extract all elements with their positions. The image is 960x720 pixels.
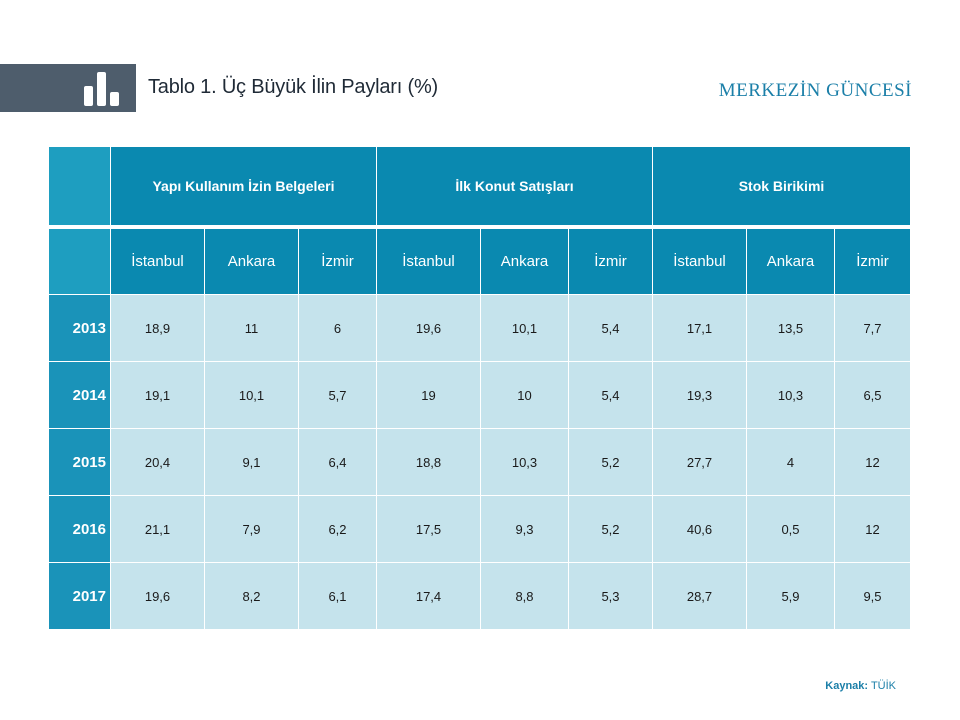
value-cell: 7,7 (834, 294, 911, 362)
value-cell: 8,8 (480, 562, 569, 630)
value-cell: 5,3 (568, 562, 653, 630)
city-header: İzmir (298, 226, 377, 295)
city-header-row: İstanbul Ankara İzmir İstanbul Ankara İz… (48, 226, 911, 295)
table-row: 2015 20,4 9,1 6,4 18,8 10,3 5,2 27,7 4 12 (48, 428, 911, 496)
source-value: TÜİK (870, 680, 896, 692)
value-cell: 12 (834, 428, 911, 496)
value-cell: 9,5 (834, 562, 911, 630)
value-cell: 8,2 (204, 562, 299, 630)
group-header: Stok Birikimi (652, 146, 911, 228)
value-cell: 19 (376, 361, 481, 429)
source-label: Kaynak: (825, 680, 869, 692)
value-cell: 13,5 (746, 294, 835, 362)
value-cell: 18,8 (376, 428, 481, 496)
table-row: 2016 21,1 7,9 6,2 17,5 9,3 5,2 40,6 0,5 12 (48, 495, 911, 563)
value-cell: 5,4 (568, 361, 653, 429)
group-header: İlk Konut Satışları (376, 146, 653, 228)
value-cell: 10,3 (746, 361, 835, 429)
value-cell: 7,9 (204, 495, 299, 563)
value-cell: 4 (746, 428, 835, 496)
value-cell: 10 (480, 361, 569, 429)
group-header-row: Yapı Kullanım İzin Belgeleri İlk Konut S… (48, 146, 911, 228)
value-cell: 5,9 (746, 562, 835, 630)
value-cell: 10,1 (480, 294, 569, 362)
value-cell: 6,4 (298, 428, 377, 496)
value-cell: 28,7 (652, 562, 747, 630)
value-cell: 40,6 (652, 495, 747, 563)
value-cell: 27,7 (652, 428, 747, 496)
value-cell: 5,4 (568, 294, 653, 362)
logo-band (0, 64, 136, 112)
value-cell: 0,5 (746, 495, 835, 563)
year-cell: 2014 (48, 361, 111, 429)
value-cell: 20,4 (110, 428, 205, 496)
value-cell: 5,2 (568, 428, 653, 496)
shares-table: Yapı Kullanım İzin Belgeleri İlk Konut S… (48, 146, 911, 630)
source-note: Kaynak: TÜİK (825, 680, 896, 692)
value-cell: 6,5 (834, 361, 911, 429)
table-row: 2014 19,1 10,1 5,7 19 10 5,4 19,3 10,3 6,5 (48, 361, 911, 429)
city-header: İstanbul (652, 226, 747, 295)
table-row: 2017 19,6 8,2 6,1 17,4 8,8 5,3 28,7 5,9 9,5 (48, 562, 911, 630)
value-cell: 9,1 (204, 428, 299, 496)
value-cell: 5,2 (568, 495, 653, 563)
corner-cell (48, 146, 111, 228)
year-cell: 2015 (48, 428, 111, 496)
city-header: İzmir (568, 226, 653, 295)
value-cell: 21,1 (110, 495, 205, 563)
value-cell: 18,9 (110, 294, 205, 362)
value-cell: 6,1 (298, 562, 377, 630)
value-cell: 9,3 (480, 495, 569, 563)
city-header: Ankara (746, 226, 835, 295)
page-title: Tablo 1. Üç Büyük İlin Payları (%) (148, 76, 438, 99)
year-cell: 2016 (48, 495, 111, 563)
table-title: Üç Büyük İlin Payları (%) (221, 76, 438, 98)
bar-chart-icon (84, 72, 119, 106)
table-body: 2013 18,9 11 6 19,6 10,1 5,4 17,1 13,5 7,7 2014 19,… (48, 294, 911, 630)
value-cell: 19,6 (376, 294, 481, 362)
group-header: Yapı Kullanım İzin Belgeleri (110, 146, 377, 228)
value-cell: 5,7 (298, 361, 377, 429)
value-cell: 6,2 (298, 495, 377, 563)
year-cell: 2017 (48, 562, 111, 630)
value-cell: 17,5 (376, 495, 481, 563)
value-cell: 10,1 (204, 361, 299, 429)
table-row: 2013 18,9 11 6 19,6 10,1 5,4 17,1 13,5 7,7 (48, 294, 911, 362)
value-cell: 17,1 (652, 294, 747, 362)
value-cell: 19,6 (110, 562, 205, 630)
corner-cell (48, 226, 111, 295)
city-header: İstanbul (376, 226, 481, 295)
value-cell: 17,4 (376, 562, 481, 630)
year-cell: 2013 (48, 294, 111, 362)
city-header: Ankara (204, 226, 299, 295)
city-header: İstanbul (110, 226, 205, 295)
brand-logo-text: MERKEZİN GÜNCESİ (718, 80, 912, 101)
value-cell: 11 (204, 294, 299, 362)
value-cell: 19,1 (110, 361, 205, 429)
value-cell: 19,3 (652, 361, 747, 429)
value-cell: 6 (298, 294, 377, 362)
value-cell: 10,3 (480, 428, 569, 496)
city-header: İzmir (834, 226, 911, 295)
city-header: Ankara (480, 226, 569, 295)
table-number: Tablo 1. (148, 76, 217, 98)
value-cell: 12 (834, 495, 911, 563)
